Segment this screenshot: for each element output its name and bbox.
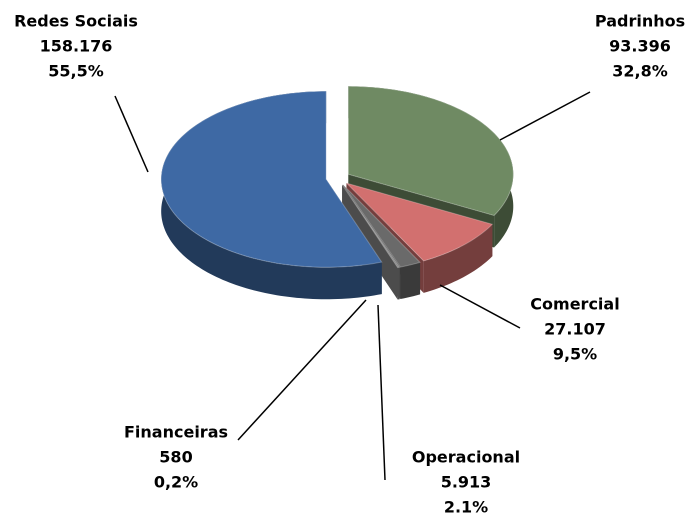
slice [341, 184, 401, 269]
slice [344, 182, 494, 262]
percent-label: 9,5% [553, 345, 597, 364]
slice-label: Redes Sociais [14, 12, 138, 31]
slice-label: Comercial [530, 295, 619, 314]
leader-line [114, 95, 149, 173]
slice-side [423, 224, 493, 293]
leader-line [237, 299, 367, 441]
value-label: 158.176 [40, 37, 113, 56]
slice-side [342, 184, 398, 300]
leader-line [439, 284, 521, 329]
leader-line [499, 91, 591, 141]
percent-label: 32,8% [612, 62, 668, 81]
slice [347, 85, 514, 217]
percent-label: 0,2% [154, 473, 198, 492]
slice-label: Operacional [412, 448, 520, 467]
value-label: 27.107 [544, 320, 606, 339]
tops [160, 85, 514, 269]
slice [160, 90, 383, 268]
percent-label: 55,5% [48, 62, 104, 81]
percent-label: 2.1% [444, 498, 488, 515]
slice-side [400, 262, 421, 300]
slice [342, 184, 422, 268]
slice-label: Padrinhos [595, 12, 685, 31]
value-label: 580 [159, 448, 192, 467]
slice-side [397, 267, 400, 300]
slice-label: Financeiras [124, 423, 228, 442]
leader-line [377, 304, 386, 481]
value-label: 5.913 [441, 473, 492, 492]
value-label: 93.396 [609, 37, 671, 56]
